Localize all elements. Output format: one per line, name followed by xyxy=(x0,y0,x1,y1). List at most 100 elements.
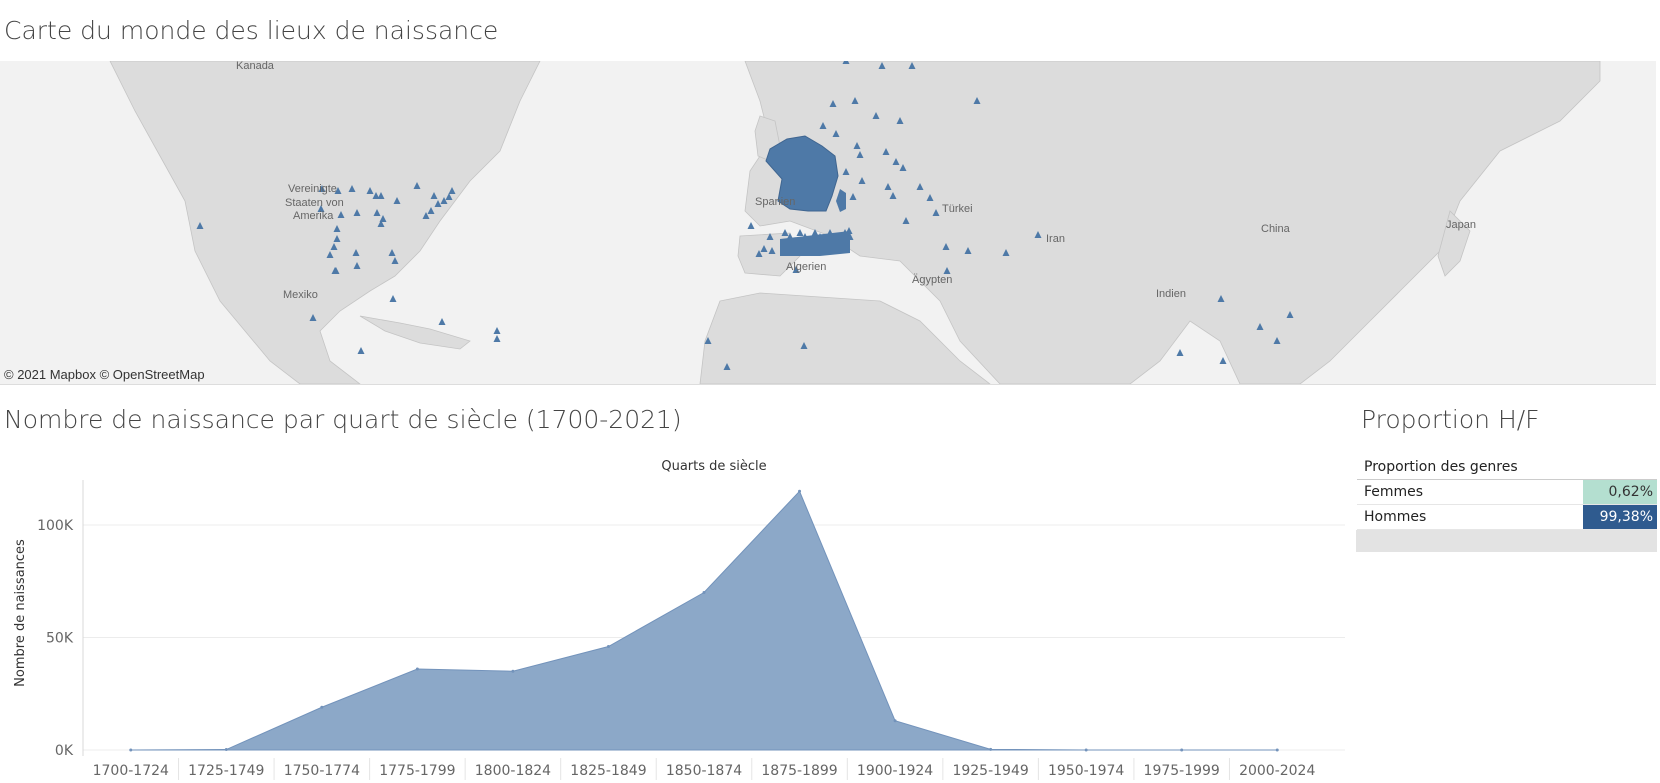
birthplace-marker[interactable] xyxy=(704,337,712,344)
birthplace-marker[interactable] xyxy=(786,233,794,240)
birthplace-marker[interactable] xyxy=(352,249,360,256)
birthplace-marker[interactable] xyxy=(1273,337,1281,344)
birthplace-marker[interactable] xyxy=(318,185,326,192)
map-canvas[interactable]: Kanada Vereinigte Staaten von Amerika Me… xyxy=(0,61,1656,384)
birthplace-marker[interactable] xyxy=(353,262,361,269)
birthplace-marker[interactable] xyxy=(723,363,731,370)
birthplace-marker[interactable] xyxy=(332,267,340,274)
birthplace-marker[interactable] xyxy=(309,314,317,321)
data-point[interactable] xyxy=(702,591,706,594)
birthplace-marker[interactable] xyxy=(831,233,839,240)
birthplace-marker[interactable] xyxy=(493,327,501,334)
birthplace-marker[interactable] xyxy=(372,192,380,199)
birthplace-marker[interactable] xyxy=(896,117,904,124)
birthplace-marker[interactable] xyxy=(916,183,924,190)
birthplace-marker[interactable] xyxy=(842,61,850,64)
birthplace-marker[interactable] xyxy=(943,267,951,274)
birthplace-marker[interactable] xyxy=(493,335,501,342)
birthplace-marker[interactable] xyxy=(902,217,910,224)
birthplace-marker[interactable] xyxy=(334,187,342,194)
birthplace-marker[interactable] xyxy=(908,62,916,69)
data-point[interactable] xyxy=(1180,748,1184,752)
birthplace-marker[interactable] xyxy=(373,209,381,216)
birthplace-marker[interactable] xyxy=(434,200,442,207)
birthplace-marker[interactable] xyxy=(816,233,824,240)
birthplace-marker[interactable] xyxy=(800,342,808,349)
proportion-row-femmes[interactable]: Femmes 0,62% xyxy=(1357,480,1657,505)
birthplace-marker[interactable] xyxy=(856,151,864,158)
birthplace-marker[interactable] xyxy=(747,222,755,229)
data-point[interactable] xyxy=(129,748,133,752)
birthplace-marker[interactable] xyxy=(337,211,345,218)
world-map[interactable]: Kanada Vereinigte Staaten von Amerika Me… xyxy=(0,61,1656,385)
data-point[interactable] xyxy=(798,489,802,493)
area-chart[interactable]: Quarts de siècle Nombre de naissances 0K… xyxy=(0,450,1345,783)
birthplace-marker[interactable] xyxy=(829,100,837,107)
birthplace-marker[interactable] xyxy=(766,233,774,240)
birthplace-marker[interactable] xyxy=(889,192,897,199)
data-point[interactable] xyxy=(320,705,324,709)
birthplace-marker[interactable] xyxy=(1002,249,1010,256)
birthplace-marker[interactable] xyxy=(1219,357,1227,364)
birthplace-markers[interactable] xyxy=(196,61,1294,370)
birthplace-marker[interactable] xyxy=(1176,349,1184,356)
birthplace-marker[interactable] xyxy=(353,209,361,216)
birthplace-marker[interactable] xyxy=(196,222,204,229)
birthplace-marker[interactable] xyxy=(826,229,834,236)
birthplace-marker[interactable] xyxy=(926,194,934,201)
birthplace-marker[interactable] xyxy=(348,185,356,192)
birthplace-marker[interactable] xyxy=(791,237,799,244)
birthplace-marker[interactable] xyxy=(858,177,866,184)
birthplace-marker[interactable] xyxy=(389,295,397,302)
birthplace-marker[interactable] xyxy=(811,229,819,236)
birthplace-marker[interactable] xyxy=(1256,323,1264,330)
birthplace-marker[interactable] xyxy=(430,192,438,199)
birthplace-marker[interactable] xyxy=(806,237,814,244)
birthplace-marker[interactable] xyxy=(413,182,421,189)
birthplace-marker[interactable] xyxy=(899,164,907,171)
birthplace-marker[interactable] xyxy=(836,237,844,244)
birthplace-marker[interactable] xyxy=(438,318,446,325)
birthplace-marker[interactable] xyxy=(845,227,853,234)
birthplace-marker[interactable] xyxy=(872,112,880,119)
birthplace-marker[interactable] xyxy=(422,212,430,219)
map-attribution[interactable]: © 2021 Mapbox © OpenStreetMap xyxy=(4,367,205,382)
proportion-row-hommes[interactable]: Hommes 99,38% xyxy=(1357,505,1657,530)
birthplace-marker[interactable] xyxy=(884,183,892,190)
birthplace-marker[interactable] xyxy=(1217,295,1225,302)
birthplace-marker[interactable] xyxy=(388,249,396,256)
area-series[interactable] xyxy=(129,489,1279,752)
birthplace-marker[interactable] xyxy=(317,205,325,212)
birthplace-marker[interactable] xyxy=(878,62,886,69)
birthplace-marker[interactable] xyxy=(781,229,789,236)
birthplace-marker[interactable] xyxy=(841,229,849,236)
data-point[interactable] xyxy=(415,667,419,671)
birthplace-marker[interactable] xyxy=(964,247,972,254)
birthplace-marker[interactable] xyxy=(801,233,809,240)
data-point[interactable] xyxy=(989,747,993,751)
birthplace-marker[interactable] xyxy=(796,229,804,236)
birthplace-marker[interactable] xyxy=(379,215,387,222)
birthplace-marker[interactable] xyxy=(851,97,859,104)
birthplace-marker[interactable] xyxy=(846,233,854,240)
birthplace-marker[interactable] xyxy=(427,207,435,214)
birthplace-marker[interactable] xyxy=(366,187,374,194)
birthplace-marker[interactable] xyxy=(842,168,850,175)
birthplace-marker[interactable] xyxy=(892,158,900,165)
data-point[interactable] xyxy=(1084,748,1088,752)
birthplace-marker[interactable] xyxy=(448,187,456,194)
birthplace-marker[interactable] xyxy=(973,97,981,104)
area-fill[interactable] xyxy=(130,490,1278,751)
birthplace-marker[interactable] xyxy=(882,148,890,155)
birthplace-marker[interactable] xyxy=(440,197,448,204)
birthplace-marker[interactable] xyxy=(849,193,857,200)
birthplace-marker[interactable] xyxy=(330,243,338,250)
birthplace-marker[interactable] xyxy=(357,347,365,354)
data-point[interactable] xyxy=(606,645,610,648)
birthplace-marker[interactable] xyxy=(792,266,800,273)
birthplace-marker[interactable] xyxy=(326,251,334,258)
birthplace-marker[interactable] xyxy=(942,243,950,250)
data-point[interactable] xyxy=(893,719,897,723)
birthplace-marker[interactable] xyxy=(832,130,840,137)
birthplace-marker[interactable] xyxy=(760,245,768,252)
